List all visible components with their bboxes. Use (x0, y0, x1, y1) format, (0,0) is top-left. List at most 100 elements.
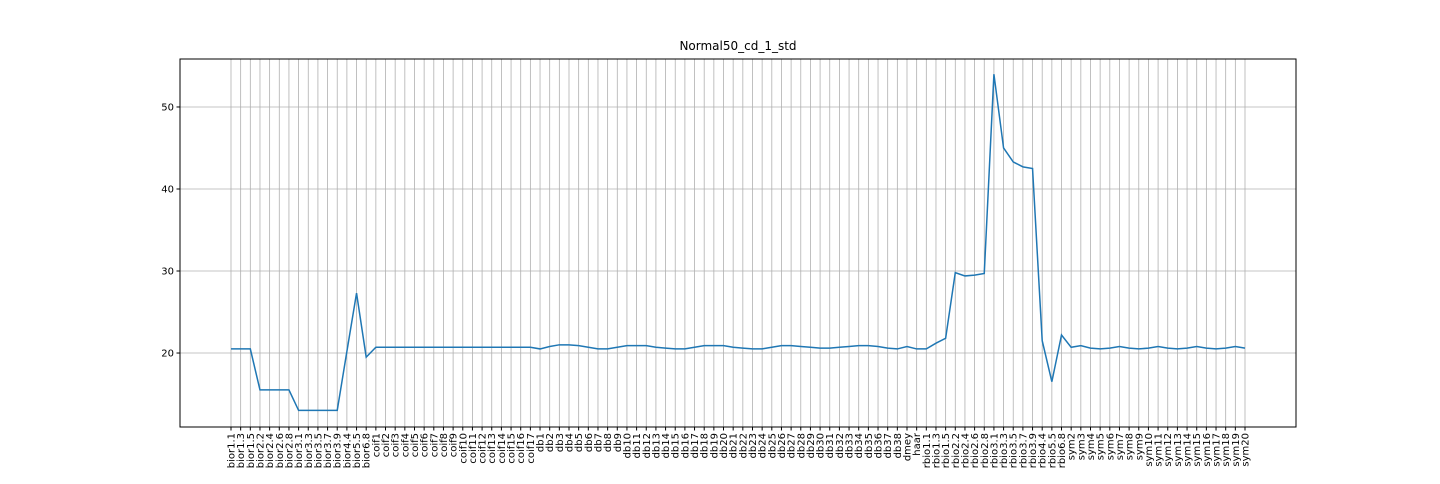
x-tick-label: sym16 (1202, 433, 1213, 467)
x-tick-label: db29 (806, 433, 817, 458)
x-tick-label: db6 (584, 433, 595, 452)
x-tick-label: sym12 (1163, 433, 1174, 467)
x-tick-label: db15 (671, 433, 682, 458)
x-tick-label: sym3 (1076, 433, 1087, 460)
x-tick-label: db19 (709, 433, 720, 458)
x-tick-label: db10 (622, 433, 633, 458)
x-tick-label: db13 (651, 433, 662, 458)
x-tick-label: rbio6.8 (1057, 433, 1068, 468)
x-tick-label: db35 (864, 433, 875, 458)
x-tick-label: db11 (632, 433, 643, 458)
x-tick-label: coif6 (420, 433, 431, 457)
x-tick-label: rbio2.4 (960, 433, 971, 468)
x-tick-label: rbio3.5 (1009, 433, 1020, 468)
x-tick-label: sym8 (1125, 433, 1136, 460)
x-tick-label: db12 (642, 433, 653, 458)
x-tick-label: rbio4.4 (1038, 433, 1049, 468)
x-tick-label: bior3.3 (304, 433, 315, 468)
x-tick-label: db4 (565, 433, 576, 452)
x-tick-label: db1 (536, 433, 547, 452)
marks (231, 74, 1246, 412)
x-tick-label: db21 (729, 433, 740, 458)
x-tick-label: db38 (893, 433, 904, 458)
x-tick-label: db25 (767, 433, 778, 458)
line (231, 74, 1246, 412)
x-tick-label: db9 (613, 433, 624, 452)
x-tick-label: coif7 (429, 433, 440, 457)
x-tick-label: rbio2.2 (951, 433, 962, 468)
x-tick-label: db3 (555, 433, 566, 452)
x-tick-label: db26 (777, 433, 788, 458)
x-tick-label: haar (912, 432, 923, 456)
x-tick-label: sym5 (1096, 433, 1107, 460)
x-tick-label: bior1.5 (246, 433, 257, 468)
grid (180, 59, 1296, 427)
x-tick-label: coif10 (458, 433, 469, 464)
x-tick-label: db23 (748, 433, 759, 458)
x-tick-label: db31 (825, 433, 836, 458)
plot-frame (179, 58, 1297, 428)
x-tick-label: rbio1.1 (922, 433, 933, 468)
x-tick-label: rbio1.5 (941, 433, 952, 468)
x-tick-label: coif12 (478, 433, 489, 464)
x-tick-label: rbio3.1 (989, 433, 1000, 468)
x-tick-label: bior3.9 (333, 433, 344, 468)
y-tick-label: 40 (161, 184, 174, 195)
x-tick-label: bior1.1 (227, 433, 238, 468)
x-tick-label: db14 (661, 433, 672, 458)
x-tick-label: db27 (787, 433, 798, 458)
x-tick-label: bior4.4 (342, 433, 353, 468)
x-tick-label: sym17 (1212, 433, 1223, 467)
x-tick-label: bior3.7 (323, 433, 334, 468)
x-tick-label: db34 (854, 433, 865, 458)
x-tick-label: sym4 (1086, 433, 1097, 460)
x-tick-label: db20 (719, 433, 730, 458)
x-tick-label: rbio3.9 (1028, 433, 1039, 468)
y-tick-label: 20 (161, 349, 174, 360)
x-tick-label: db32 (835, 433, 846, 458)
x-tick-label: bior5.5 (352, 433, 363, 468)
x-tick-label: db22 (738, 433, 749, 458)
x-tick-label: bior3.1 (294, 433, 305, 468)
x-tick-label: rbio3.3 (999, 433, 1010, 468)
x-tick-label: coif4 (400, 433, 411, 457)
x-tick-label: db18 (700, 433, 711, 458)
x-tick-label: sym20 (1241, 433, 1252, 467)
x-tick-label: db33 (845, 433, 856, 458)
x-tick-label: coif3 (391, 433, 402, 457)
x-tick-label: sym9 (1134, 433, 1145, 460)
x-tick-label: rbio2.6 (970, 433, 981, 468)
x-tick-label: rbio3.7 (1018, 433, 1029, 468)
x-tick-label: rbio2.8 (980, 433, 991, 468)
x-tick-label: sym19 (1231, 433, 1242, 467)
x-tick-label: db36 (874, 433, 885, 458)
x-tick-label: coif1 (371, 433, 382, 457)
x-tick-label: bior1.3 (236, 433, 247, 468)
x-tick-label: dmey (903, 433, 914, 461)
x-tick-label: bior2.2 (255, 433, 266, 468)
x-tick-label: coif8 (439, 433, 450, 457)
x-tick-label: bior3.5 (313, 433, 324, 468)
x-tick-label: coif5 (410, 433, 421, 457)
y-tick-label: 30 (161, 267, 174, 278)
x-tick-label: rbio5.5 (1047, 433, 1058, 468)
x-tick-label: db2 (545, 433, 556, 452)
x-tick-label: coif16 (516, 433, 527, 464)
x-tick-label: db28 (796, 433, 807, 458)
x-tick-label: coif13 (487, 433, 498, 464)
x-tick-label: bior2.4 (265, 433, 276, 468)
x-tick-label: coif14 (497, 433, 508, 464)
x-tick-label: coif2 (381, 433, 392, 457)
x-tick-label: sym18 (1221, 433, 1232, 467)
x-tick-label: sym10 (1144, 433, 1155, 467)
x-tick-label: coif15 (507, 433, 518, 464)
x-tick-label: coif11 (468, 433, 479, 464)
x-tick-label: db37 (883, 433, 894, 458)
x-tick-label: sym14 (1183, 433, 1194, 467)
x-tick-label: sym7 (1115, 433, 1126, 460)
x-tick-label: coif17 (526, 433, 537, 464)
x-tick-label: db30 (816, 433, 827, 458)
x-tick-label: bior6.8 (362, 433, 373, 468)
x-tick-label: db8 (603, 433, 614, 452)
